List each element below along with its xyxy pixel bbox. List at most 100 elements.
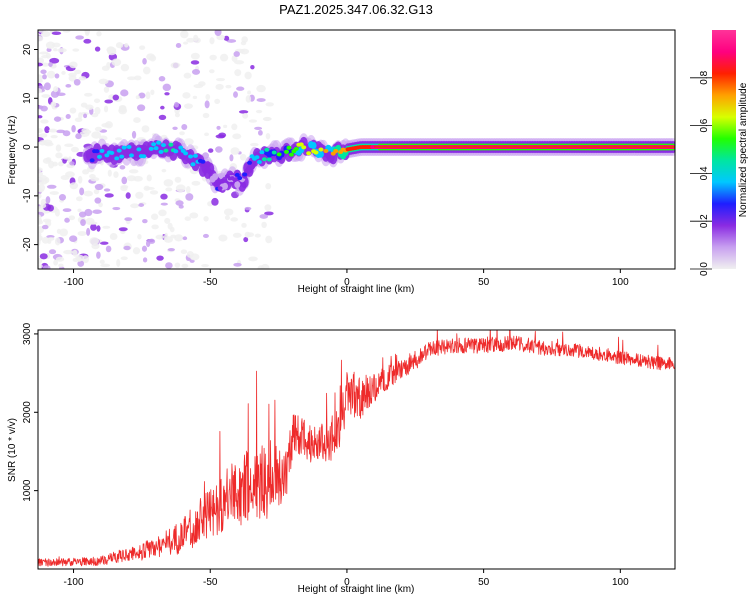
noise-blob — [113, 171, 119, 179]
noise-blob — [116, 258, 121, 267]
snr-frame — [37, 329, 676, 570]
noise-blob — [93, 98, 101, 104]
noise-blob — [42, 265, 51, 269]
noise-blob — [158, 209, 167, 217]
noise-blob — [128, 169, 139, 174]
noise-blob — [250, 64, 255, 70]
noise-blob — [190, 60, 200, 65]
noise-blob — [234, 69, 242, 77]
x-tick-label: 0 — [344, 277, 350, 288]
noise-blob — [145, 91, 151, 100]
ridge-blob — [301, 145, 307, 150]
noise-blob — [137, 234, 142, 240]
noise-blob — [180, 30, 189, 39]
ridge-blob — [204, 161, 211, 169]
noise-blob — [264, 204, 272, 211]
noise-blob — [44, 142, 54, 147]
noise-blob — [189, 212, 199, 219]
noise-blob — [162, 83, 172, 92]
noise-blob — [94, 46, 101, 52]
noise-blob — [96, 31, 102, 37]
noise-blob — [92, 209, 102, 214]
noise-blob — [114, 137, 123, 141]
ridge-blob — [286, 145, 292, 150]
noise-blob — [170, 234, 177, 239]
noise-blob — [243, 236, 249, 243]
noise-blob — [211, 197, 219, 206]
noise-blob — [65, 113, 71, 119]
noise-blob — [202, 233, 209, 238]
noise-blob — [174, 234, 184, 242]
noise-blob — [48, 128, 58, 133]
noise-blob — [53, 116, 62, 122]
noise-blob — [138, 92, 146, 99]
noise-blob — [42, 74, 47, 80]
noise-blob — [105, 121, 113, 129]
noise-blob — [137, 104, 146, 112]
ridge-blob — [288, 152, 294, 157]
noise-blob — [70, 146, 79, 153]
noise-blob — [244, 206, 252, 211]
noise-blob — [104, 193, 114, 198]
ridge-blob — [136, 147, 142, 152]
noise-blob — [265, 183, 272, 190]
ridge-blob — [148, 146, 154, 151]
noise-blob — [234, 60, 245, 65]
noise-blob — [131, 130, 137, 139]
noise-blob — [83, 38, 92, 44]
colorbar-tick-label: 0.6 — [699, 118, 710, 132]
noise-blob — [223, 35, 230, 41]
noise-blob — [254, 233, 261, 238]
noise-blob — [259, 214, 269, 219]
noise-blob — [89, 237, 100, 245]
ridge-blob — [293, 146, 299, 151]
y-tick-label: 20 — [22, 44, 33, 56]
ridge-blob — [242, 172, 248, 177]
noise-blob — [218, 132, 227, 138]
noise-blob — [40, 203, 47, 209]
noise-blob — [58, 193, 67, 201]
noise-blob — [103, 86, 110, 93]
y-tick-label: 3000 — [22, 322, 33, 345]
noise-blob — [247, 90, 252, 95]
noise-blob — [85, 104, 94, 110]
noise-blob — [38, 238, 41, 246]
noise-blob — [146, 174, 152, 182]
noise-blob — [183, 138, 194, 146]
ridge-blob — [141, 154, 147, 159]
noise-blob — [120, 89, 129, 97]
ridge-blob — [200, 159, 206, 164]
noise-blob — [53, 47, 58, 52]
ridge-blob — [108, 153, 115, 161]
noise-blob — [45, 41, 56, 49]
noise-blob — [165, 262, 173, 269]
noise-blob — [53, 259, 58, 266]
noise-blob — [181, 123, 188, 131]
ridge-blob — [151, 142, 157, 147]
noise-blob — [45, 219, 52, 227]
noise-blob — [265, 132, 271, 140]
noise-blob — [164, 217, 171, 224]
noise-blob — [182, 41, 189, 45]
x-tick-label: -100 — [64, 277, 84, 288]
ridge-blob — [323, 148, 329, 153]
ridge-blob — [158, 149, 164, 154]
noise-blob — [38, 128, 43, 134]
ridge-blob — [333, 149, 339, 154]
y-tick-label: 2000 — [22, 401, 33, 424]
noise-blob — [138, 203, 145, 207]
noise-blob — [141, 245, 148, 252]
noise-blob — [186, 37, 196, 43]
colorbar-tick-label: 0.4 — [699, 166, 710, 180]
noise-blob — [174, 112, 180, 118]
noise-blob — [52, 42, 61, 48]
y-tick-label: -20 — [22, 237, 33, 252]
noise-blob — [264, 211, 274, 216]
noise-blob — [74, 69, 82, 75]
y-tick-label: 1000 — [22, 479, 33, 502]
noise-blob — [104, 99, 113, 104]
noise-blob — [215, 146, 223, 153]
y-tick-label: 10 — [22, 92, 33, 104]
noise-blob — [107, 48, 117, 56]
